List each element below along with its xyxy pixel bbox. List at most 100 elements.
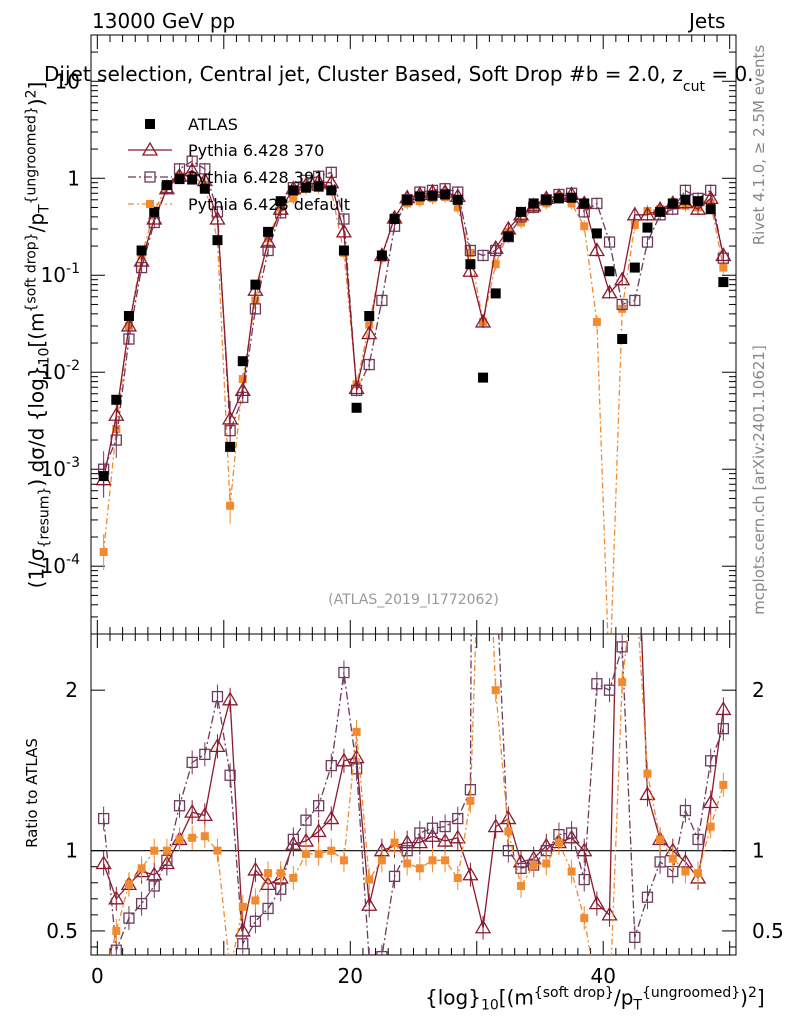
data-point <box>364 311 375 322</box>
data-point <box>136 245 147 256</box>
data-point <box>452 194 463 205</box>
ratio-point <box>162 846 171 855</box>
data-point <box>123 333 135 345</box>
ratio-point <box>643 769 652 778</box>
data-point <box>601 284 618 299</box>
data-point <box>251 296 260 305</box>
ratio-plot-frame <box>90 633 737 956</box>
data-point <box>693 196 704 207</box>
data-point <box>503 231 514 242</box>
xlabel-part: /p <box>613 985 634 1010</box>
data-point <box>580 222 589 231</box>
ratio-point <box>259 876 277 891</box>
ratio-point <box>580 914 589 923</box>
legend-label: Pythia 6.428 default <box>188 195 350 214</box>
ratio-point <box>388 870 401 883</box>
ratio-y-tick-label-right: 1 <box>752 839 765 863</box>
y-tick-label: 10-4 <box>41 552 81 578</box>
data-point <box>453 203 462 212</box>
ratio-point <box>352 727 361 736</box>
ratio-point <box>135 897 148 910</box>
ratio-point <box>112 926 121 935</box>
data-point <box>98 471 109 482</box>
ratio-point <box>251 896 260 905</box>
ratio-point <box>287 833 300 846</box>
ratio-point <box>310 823 327 838</box>
ratio-point <box>656 835 665 844</box>
data-point <box>199 183 210 194</box>
legend-marker <box>141 141 159 156</box>
ratio-point <box>390 838 399 847</box>
data-point <box>249 303 262 315</box>
ratio-point <box>238 902 247 911</box>
data-point <box>588 242 606 257</box>
xlabel-part: [(m <box>498 985 534 1010</box>
data-point <box>567 199 576 208</box>
data-point <box>689 200 707 215</box>
ratio-point <box>289 873 298 882</box>
ratio-point <box>679 804 692 817</box>
data-point <box>616 298 628 311</box>
data-point <box>365 320 374 329</box>
data-point <box>120 317 138 332</box>
data-point <box>402 194 413 205</box>
data-point <box>250 279 261 290</box>
xlabel-part: ] <box>756 985 765 1010</box>
data-point <box>238 375 247 384</box>
ratio-point <box>249 915 262 927</box>
data-point <box>579 198 590 209</box>
ratio-point <box>668 854 677 863</box>
ratio-point <box>365 875 374 884</box>
data-point <box>363 358 375 371</box>
ratio-point <box>705 755 717 767</box>
data-point <box>289 194 298 203</box>
data-point <box>614 271 631 286</box>
ratio-point <box>452 812 464 825</box>
xlabel-part: 10 <box>480 997 499 1014</box>
data-point <box>702 190 719 205</box>
ratio-point <box>123 912 135 924</box>
y-tick-label: 1 <box>67 166 80 190</box>
ratio-point <box>110 944 122 955</box>
ratio-point <box>565 827 578 839</box>
data-point <box>655 206 666 217</box>
x-tick-label: 0 <box>91 964 104 988</box>
series-line-1 <box>102 169 725 480</box>
ratio-point <box>702 794 719 809</box>
data-point <box>667 198 678 209</box>
data-point <box>376 250 387 261</box>
ratio-point <box>148 880 160 892</box>
x-tick-label: 40 <box>590 964 615 988</box>
ratio-line-2 <box>102 634 725 955</box>
data-point <box>516 206 526 217</box>
ratio-point <box>466 796 475 805</box>
data-point <box>464 244 477 257</box>
ratio-point <box>411 834 428 849</box>
y-tick-exponent: -2 <box>66 358 80 374</box>
data-point <box>626 206 643 221</box>
ratio-point <box>414 827 426 839</box>
ratio-point <box>184 803 201 818</box>
y-tick-label: 10-2 <box>41 358 80 384</box>
ratio-point <box>213 846 222 855</box>
y-tick-exponent: -4 <box>66 552 80 568</box>
ratio-point <box>578 873 590 886</box>
y-tick-label: 10-3 <box>41 455 80 481</box>
data-point <box>491 260 500 269</box>
ratio-point <box>593 988 601 996</box>
ratio-point <box>262 902 274 915</box>
ratio-point <box>717 723 730 735</box>
ratio-point <box>706 822 715 831</box>
ratio-point <box>629 931 641 943</box>
data-point <box>161 180 172 191</box>
ratio-point <box>631 566 639 574</box>
data-point <box>361 325 378 340</box>
ratio-point <box>403 859 412 868</box>
ratio-point <box>515 862 527 874</box>
data-point <box>474 313 492 328</box>
ratio-point <box>363 954 375 955</box>
ratio-point <box>591 678 603 690</box>
data-point <box>376 294 388 307</box>
ratio-point <box>576 842 593 857</box>
ratio-point <box>108 890 125 905</box>
